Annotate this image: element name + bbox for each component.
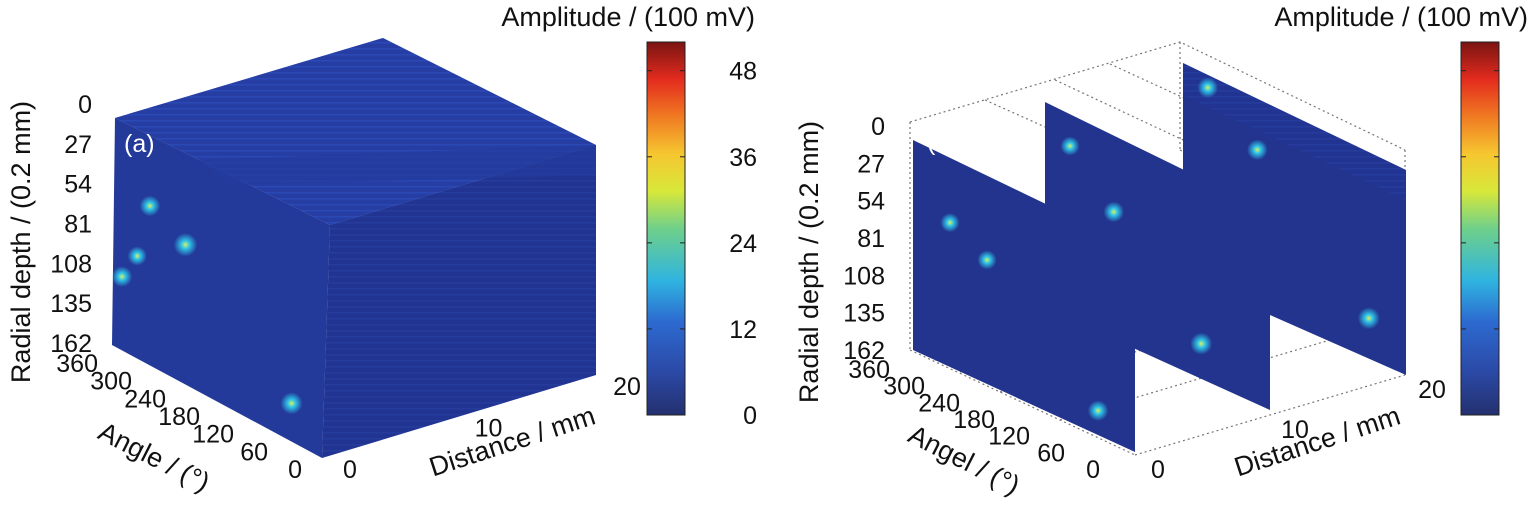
panel-label-a: (a)	[124, 130, 155, 158]
angle-tick-label: 240	[918, 389, 960, 417]
z-tick-label: 81	[64, 211, 92, 239]
colorbar-tick-label: 24	[729, 230, 757, 258]
distance-axis-label-b: Distance / mm	[1231, 401, 1404, 483]
angle-tick-label: 120	[192, 421, 234, 449]
angle-tick-label: 180	[953, 406, 995, 434]
colorbar-title-b: Amplitude / (100 mV)	[1274, 2, 1528, 32]
distance-tick-label: 20	[1418, 376, 1446, 404]
hotspot	[977, 250, 997, 270]
angle-tick-label: 360	[56, 350, 98, 378]
hotspot	[1103, 201, 1125, 223]
angle-tick-label: 60	[240, 438, 268, 466]
z-tick-label: 108	[843, 262, 885, 290]
distance-tick-labels-a: 0 10 20	[343, 373, 641, 484]
hotspot	[1197, 77, 1219, 98]
angle-tick-label: 60	[1037, 439, 1065, 467]
distance-tick-label: 20	[613, 373, 641, 401]
cube-top-step	[200, 145, 596, 185]
angle-tick-label: 240	[124, 385, 166, 413]
hotspot	[1247, 139, 1268, 161]
slice-far-top	[1183, 63, 1406, 200]
z-tick-labels-a: 0 27 54 81 108 135 162	[50, 91, 92, 358]
z-tick-label: 108	[50, 250, 92, 278]
distance-tick-label: 10	[1281, 416, 1309, 444]
hotspot-layer-a	[111, 195, 303, 415]
z-axis-label-a: Radial depth / (0.2 mm)	[6, 101, 36, 383]
z-tick-label: 162	[843, 337, 885, 365]
angle-tick-label: 300	[883, 373, 925, 401]
hotspot	[111, 266, 133, 287]
hotspot	[127, 246, 147, 266]
z-tick-labels-b: 0 27 54 81 108 135 162	[843, 113, 885, 365]
z-tick-label: 54	[857, 188, 885, 216]
hotspot	[940, 213, 960, 233]
colorbar-b	[1460, 41, 1500, 416]
hotspot	[139, 195, 161, 217]
panel-b: (b) 0 27 54 81 108 135 162 Radial depth / (0.2…	[794, 2, 1528, 501]
distance-tick-label: 0	[343, 456, 357, 484]
hotspot	[1357, 307, 1380, 330]
hotspot	[1087, 400, 1109, 421]
z-tick-label: 162	[50, 330, 92, 358]
distance-tick-label: 10	[475, 415, 503, 443]
angle-tick-label: 360	[848, 356, 890, 384]
colorbar-tick-label: 12	[729, 316, 757, 344]
colorbar-tick-label: 48	[729, 58, 757, 86]
colorbar-a	[646, 41, 686, 416]
colorbar-tick-label: 36	[729, 144, 757, 172]
hotspot	[280, 392, 303, 415]
panel-a: (a) 0 27 54 81 108 135 162 Radial depth / (0.2…	[6, 2, 757, 498]
cube-right-face-stripes	[322, 145, 596, 458]
hotspot-layer-b	[940, 77, 1380, 421]
distance-tick-labels-b: 0 10 20	[1151, 376, 1446, 484]
colorbar-title-a: Amplitude / (100 mV)	[501, 2, 755, 32]
angle-tick-label: 120	[988, 423, 1030, 451]
z-tick-label: 54	[64, 171, 92, 199]
cube-left-face	[112, 118, 330, 458]
hotspot	[1060, 136, 1080, 156]
z-tick-label: 135	[843, 300, 885, 328]
angle-tick-label: 0	[1086, 456, 1100, 484]
angle-tick-label: 180	[158, 403, 200, 431]
z-tick-label: 0	[871, 113, 885, 141]
panel-label-b: (b)	[927, 128, 958, 156]
z-tick-label: 27	[857, 150, 885, 178]
hotspot	[173, 233, 198, 257]
angle-tick-label: 0	[288, 456, 302, 484]
z-tick-label: 135	[50, 290, 92, 318]
hotspot	[1190, 332, 1213, 355]
distance-tick-label: 0	[1151, 456, 1165, 484]
colorbar-tick-label: 0	[743, 402, 757, 430]
colorbar-ticks-a: 0 12 24 36 48	[647, 58, 757, 430]
z-axis-label-b: Radial depth / (0.2 mm)	[794, 121, 824, 403]
slice-near	[913, 140, 1135, 452]
z-tick-label: 27	[64, 131, 92, 159]
angle-tick-label: 300	[90, 368, 132, 396]
z-tick-label: 81	[857, 225, 885, 253]
z-tick-label: 0	[78, 91, 92, 119]
